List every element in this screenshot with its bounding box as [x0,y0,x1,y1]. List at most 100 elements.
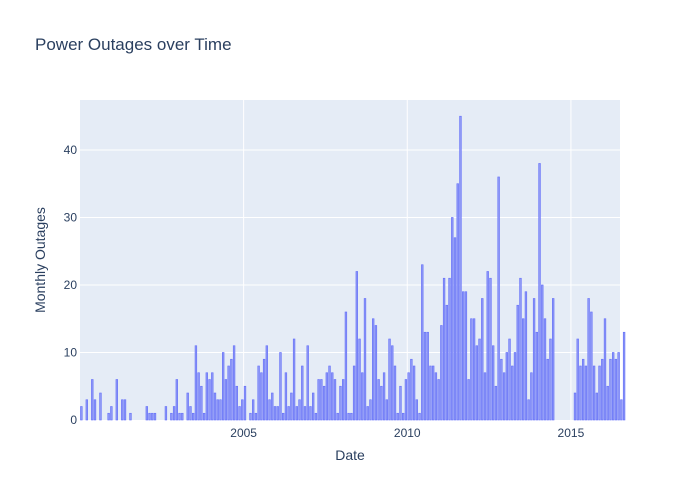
bar[interactable] [123,399,127,421]
bar[interactable] [486,271,489,421]
bar[interactable] [442,277,446,421]
bar[interactable] [211,372,214,421]
bar[interactable] [388,338,391,421]
bar[interactable] [175,379,178,421]
bar[interactable] [513,352,517,421]
bar[interactable] [232,345,236,421]
bar[interactable] [110,406,113,421]
bar[interactable] [543,318,547,421]
bar[interactable] [532,298,536,421]
bar[interactable] [219,399,222,421]
bar[interactable] [309,406,312,421]
bar[interactable] [273,406,277,421]
bar[interactable] [584,365,588,421]
bar[interactable] [617,352,620,421]
plot-area[interactable] [80,100,620,420]
bar[interactable] [385,399,388,421]
bar[interactable] [181,412,184,421]
bar[interactable] [511,365,514,421]
bar[interactable] [535,331,538,421]
bar[interactable] [222,352,225,421]
bar[interactable] [205,372,208,421]
bar[interactable] [306,345,309,421]
bar[interactable] [282,412,285,421]
bar[interactable] [284,372,288,421]
bar[interactable] [478,338,481,421]
bar[interactable] [347,412,350,421]
bar[interactable] [257,365,260,421]
bar[interactable] [287,406,290,421]
bar[interactable] [350,412,353,421]
bar[interactable] [91,379,94,421]
bar[interactable] [516,304,519,421]
bar[interactable] [601,358,604,421]
bar[interactable] [170,412,173,421]
bar[interactable] [440,325,443,421]
bar[interactable] [320,379,323,421]
bar[interactable] [603,318,607,421]
bar[interactable] [276,406,279,421]
bar[interactable] [464,291,468,421]
bar[interactable] [612,352,615,421]
bar[interactable] [587,298,590,421]
bar[interactable] [194,345,198,421]
bar[interactable] [552,298,555,421]
bar[interactable] [445,304,448,421]
bar[interactable] [99,392,102,421]
bar[interactable] [339,385,342,421]
bar[interactable] [333,379,337,421]
bar[interactable] [429,365,432,421]
bar[interactable] [262,358,266,421]
bar[interactable] [382,372,386,421]
bar[interactable] [265,345,268,421]
bar[interactable] [145,406,148,421]
bar[interactable] [202,412,206,421]
bar[interactable] [213,392,217,421]
bar[interactable] [85,399,88,421]
bar[interactable] [224,379,228,421]
bar[interactable] [475,345,478,421]
bar[interactable] [579,365,582,421]
bar[interactable] [186,392,189,421]
bar[interactable] [494,385,498,421]
bar[interactable] [609,358,612,421]
bar[interactable] [328,365,331,421]
bar[interactable] [260,372,263,421]
bar[interactable] [292,338,296,421]
bar[interactable] [192,412,195,421]
bar[interactable] [366,406,369,421]
bar[interactable] [361,372,364,421]
bar[interactable] [402,412,405,421]
bar[interactable] [407,372,410,421]
bar[interactable] [415,399,418,421]
bar[interactable] [252,399,255,421]
bar[interactable] [322,385,326,421]
bar[interactable] [505,352,508,421]
bar[interactable] [208,379,211,421]
bar[interactable] [148,412,151,421]
bar[interactable] [377,379,380,421]
bar[interactable] [295,406,298,421]
bar[interactable] [421,264,424,421]
bar[interactable] [582,358,585,421]
bar[interactable] [164,406,168,421]
bar[interactable] [249,412,252,421]
bar[interactable] [489,277,492,421]
bar[interactable] [396,412,399,421]
bar[interactable] [590,311,593,421]
bar[interactable] [462,291,465,421]
bar[interactable] [227,365,230,421]
bar[interactable] [459,115,462,421]
bar[interactable] [235,385,238,421]
bar[interactable] [467,379,470,421]
bar[interactable] [530,372,533,421]
bar[interactable] [483,372,487,421]
bar[interactable] [614,358,618,421]
bar[interactable] [189,406,192,421]
bar[interactable] [243,385,247,421]
bar[interactable] [271,392,274,421]
bar[interactable] [451,217,454,421]
bar[interactable] [470,318,473,421]
bar[interactable] [314,412,318,421]
bar[interactable] [80,406,83,421]
